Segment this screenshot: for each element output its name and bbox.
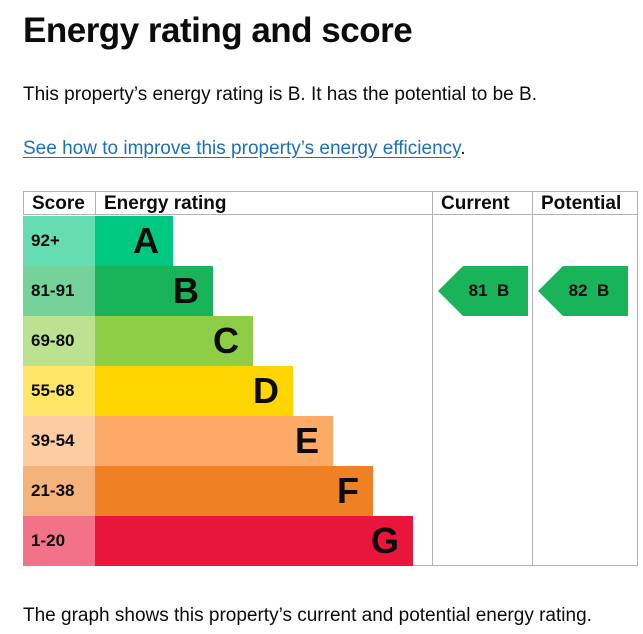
rating-bar-b: B [95, 266, 213, 316]
score-range-a: 92+ [23, 216, 95, 266]
rating-summary: This property’s energy rating is B. It h… [23, 84, 537, 105]
score-range-f: 21-38 [23, 466, 95, 516]
score-range-e: 39-54 [23, 416, 95, 466]
improve-link-paragraph: See how to improve this property’s energ… [23, 137, 466, 161]
page-title: Energy rating and score [23, 11, 413, 50]
link-suffix: . [460, 138, 466, 159]
potential-rating-label: 82 B [568, 281, 610, 300]
potential-rating-marker: 82 B [538, 266, 628, 316]
score-range-g: 1-20 [23, 516, 95, 566]
improve-efficiency-link[interactable]: See how to improve this property’s energ… [23, 138, 461, 159]
score-range-c: 69-80 [23, 316, 95, 366]
rating-bar-f: F [95, 466, 373, 516]
energy-rating-column-header: Energy rating [95, 191, 433, 215]
potential-column [532, 215, 638, 566]
rating-bar-a: A [95, 216, 173, 266]
rating-bar-e: E [95, 416, 333, 466]
current-rating-marker: 81 B [438, 266, 528, 316]
current-column-header: Current [432, 191, 533, 215]
current-rating-label: 81 B [468, 281, 510, 300]
rating-bar-d: D [95, 366, 293, 416]
score-range-b: 81-91 [23, 266, 95, 316]
rating-bar-c: C [95, 316, 253, 366]
potential-marker-arrow-shape [538, 266, 628, 316]
potential-column-header: Potential [532, 191, 638, 215]
energy-rating-chart: Score Energy rating Current Potential 92… [23, 191, 638, 566]
score-column-header: Score [23, 191, 96, 215]
rating-bar-g: G [95, 516, 413, 566]
current-marker-arrow-shape [438, 266, 528, 316]
score-range-d: 55-68 [23, 366, 95, 416]
graph-caption: The graph shows this property’s current … [23, 605, 592, 626]
